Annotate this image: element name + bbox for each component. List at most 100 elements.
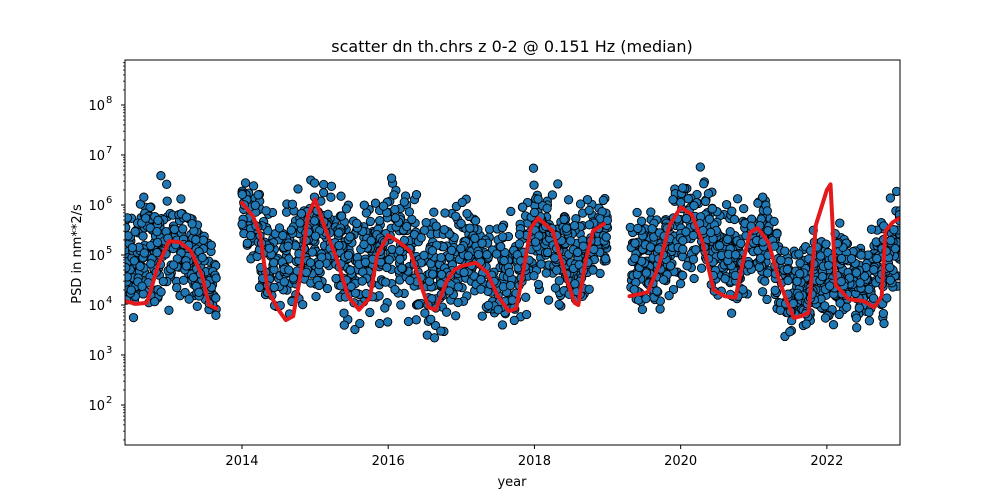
- scatter-point: [890, 243, 900, 254]
- x-tick-label: 2018: [518, 454, 551, 469]
- scatter-point: [380, 303, 390, 313]
- scatter-point: [253, 190, 263, 200]
- scatter-point: [211, 273, 221, 283]
- scatter-point: [125, 222, 131, 233]
- scatter-point: [630, 253, 640, 263]
- y-tick-exponent: 6: [106, 195, 112, 206]
- y-tick-label: 10: [88, 349, 105, 364]
- scatter-point: [269, 258, 279, 268]
- scatter-point: [632, 207, 642, 218]
- scatter-point: [801, 319, 811, 329]
- scatter-point: [269, 282, 279, 293]
- y-tick-label: 10: [88, 199, 105, 214]
- scatter-point: [846, 254, 857, 264]
- scatter-point: [854, 303, 864, 313]
- scatter-point: [505, 280, 516, 291]
- scatter-point: [521, 309, 532, 320]
- scatter-point: [192, 301, 202, 311]
- scatter-point: [128, 312, 139, 323]
- scatter-point: [178, 275, 189, 285]
- scatter-point: [633, 295, 644, 305]
- scatter-point: [758, 192, 768, 202]
- scatter-point: [470, 216, 481, 226]
- scatter-point: [856, 250, 866, 260]
- scatter-point: [678, 270, 688, 281]
- scatter-point: [825, 281, 835, 291]
- y-tick-label: 10: [88, 149, 105, 164]
- scatter-point: [375, 215, 385, 226]
- scatter-point: [869, 265, 879, 275]
- scatter-point: [334, 240, 344, 251]
- scatter-point: [411, 190, 422, 200]
- scatter-point: [744, 260, 754, 270]
- scatter-point: [428, 269, 438, 279]
- scatter-point: [307, 247, 318, 257]
- scatter-point: [842, 302, 852, 312]
- scatter-point: [156, 287, 166, 297]
- scatter-point: [390, 213, 401, 223]
- scatter-point: [554, 276, 564, 286]
- scatter-point: [504, 267, 515, 278]
- scatter-point: [565, 236, 576, 246]
- scatter-point: [763, 226, 773, 236]
- scatter-point: [146, 259, 156, 269]
- scatter-point: [851, 268, 862, 278]
- scatter-point: [139, 192, 149, 202]
- scatter-point: [382, 262, 392, 273]
- scatter-point: [365, 307, 375, 318]
- scatter-point: [482, 250, 492, 260]
- scatter-point: [772, 229, 782, 239]
- scatter-point: [426, 314, 436, 324]
- scatter-point: [152, 237, 163, 248]
- scatter-point: [384, 255, 394, 265]
- scatter-point: [729, 214, 740, 225]
- scatter-point: [664, 290, 674, 301]
- scatter-point: [700, 196, 711, 207]
- scatter-point: [559, 214, 569, 225]
- scatter-point: [633, 223, 643, 234]
- scatter-point: [683, 194, 693, 204]
- y-tick-label: 10: [88, 249, 105, 264]
- scatter-point: [366, 235, 376, 246]
- scatter-point: [360, 257, 371, 267]
- scatter-point: [168, 260, 179, 270]
- scatter-point: [794, 291, 804, 301]
- scatter-point: [162, 179, 172, 189]
- scatter-point: [543, 295, 554, 305]
- scatter-point: [451, 211, 461, 221]
- scatter-point: [386, 173, 397, 183]
- scatter-point: [357, 276, 367, 286]
- scatter-point: [125, 231, 133, 241]
- scatter-point: [496, 241, 506, 252]
- scatter-point: [879, 318, 889, 329]
- scatter-point: [785, 327, 795, 337]
- scatter-point: [688, 254, 699, 264]
- scatter-point: [601, 232, 611, 242]
- scatter-point: [361, 208, 372, 218]
- scatter-point: [852, 323, 862, 333]
- scatter-point: [191, 235, 201, 245]
- scatter-point: [483, 300, 494, 310]
- scatter-point: [721, 199, 732, 210]
- scatter-point: [135, 261, 145, 271]
- scatter-point: [821, 239, 831, 249]
- scatter-point: [678, 183, 688, 193]
- scatter-point: [436, 326, 446, 336]
- scatter-point: [652, 286, 662, 296]
- scatter-point: [370, 198, 381, 208]
- scatter-point: [411, 315, 421, 325]
- scatter-point: [570, 279, 580, 289]
- scatter-point: [820, 301, 830, 311]
- scatter-point: [431, 221, 441, 231]
- scatter-point: [550, 283, 561, 293]
- scatter-point: [176, 194, 186, 204]
- scatter-point: [355, 318, 365, 329]
- x-axis-title: year: [497, 475, 527, 490]
- scatter-point: [529, 271, 539, 281]
- scatter-point: [725, 227, 735, 237]
- scatter-point: [795, 258, 805, 268]
- scatter-point: [237, 219, 247, 229]
- chart-title: scatter dn th.chrs z 0-2 @ 0.151 Hz (med…: [331, 37, 692, 56]
- scatter-point: [323, 209, 333, 219]
